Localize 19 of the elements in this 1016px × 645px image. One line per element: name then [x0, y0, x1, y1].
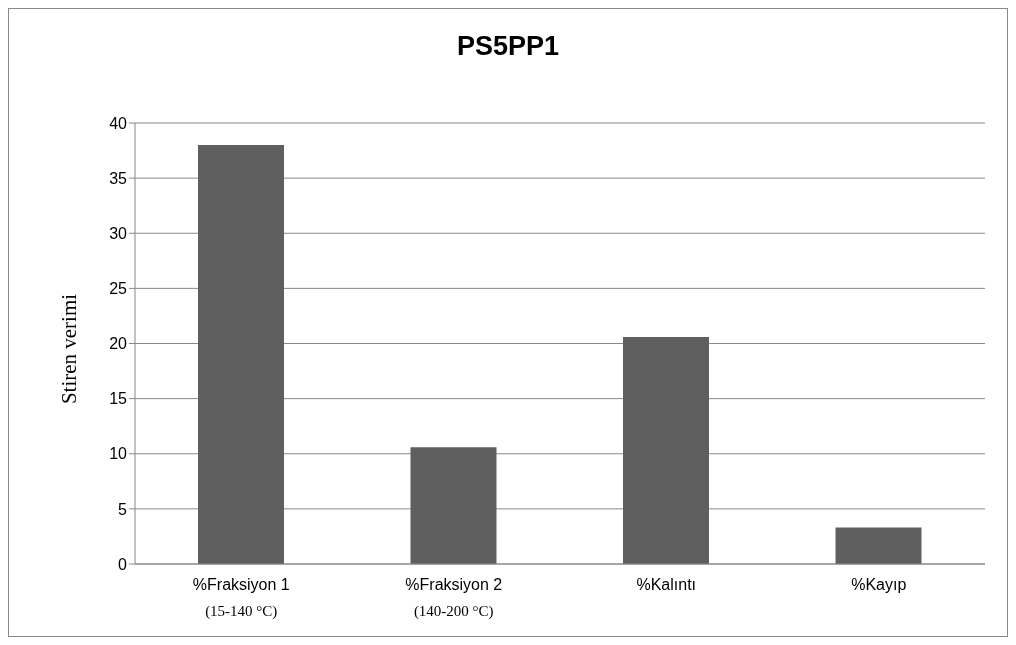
- bar: [410, 447, 497, 564]
- y-tick-label: 5: [118, 500, 128, 518]
- bar: [835, 527, 922, 564]
- bar: [198, 145, 284, 564]
- y-tick-label: 15: [109, 390, 128, 408]
- x-tick-label: %Fraksiyon 2 (140-200 °C): [405, 576, 503, 620]
- x-tick-label: %Fraksiyon 1 (15-140 °C): [192, 576, 290, 620]
- x-tick-label: %Kayıp: [851, 576, 907, 593]
- y-tick-label: 0: [118, 555, 128, 573]
- y-tick-label: 40: [109, 114, 128, 132]
- bar: [623, 336, 709, 564]
- y-tick-label: 20: [109, 335, 128, 353]
- y-tick-label: 35: [109, 169, 128, 187]
- chart-title: PS5PP1: [455, 31, 561, 62]
- y-tick-label: 30: [109, 224, 128, 242]
- x-tick-label: %Kalıntı: [636, 576, 697, 593]
- y-tick-label: 10: [109, 445, 128, 463]
- y-tick-label: 25: [109, 280, 128, 298]
- y-axis-title: Stiren verimi: [56, 293, 82, 405]
